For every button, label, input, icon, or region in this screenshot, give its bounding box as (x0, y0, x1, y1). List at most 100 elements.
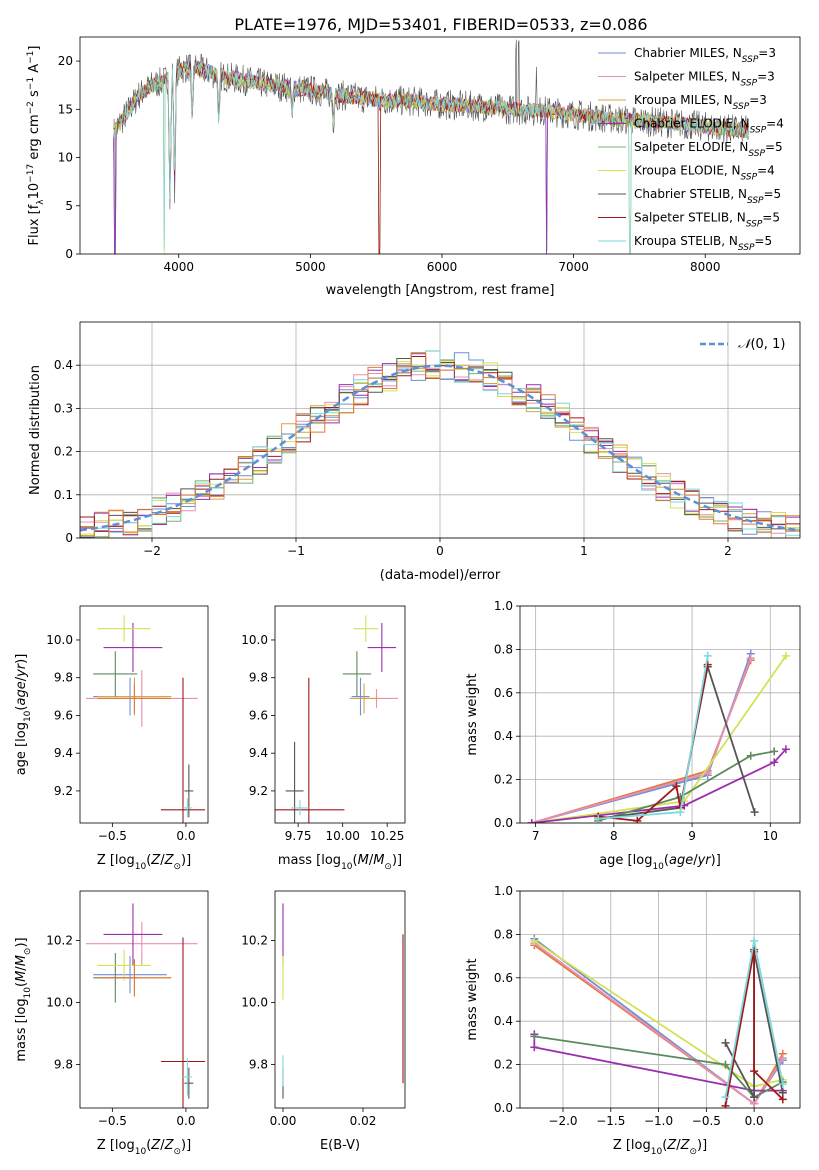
weight_vs_age-series-8 (598, 664, 709, 822)
series-marker (703, 660, 712, 669)
tick-label-y: 9.4 (54, 746, 73, 760)
tick-label-x: −1 (287, 544, 305, 558)
mass_vs_Z-point-7 (184, 1067, 194, 1099)
tick-label-y: 20 (58, 54, 73, 68)
normal-curve (80, 364, 800, 532)
tick-label-x: 0.0 (176, 829, 195, 843)
mass_vs_Z-point-2 (85, 922, 198, 966)
legend-label-1: Chabrier MILES, NSSP=3 (634, 46, 776, 65)
mass_vs_Z-ylabel: mass [log10(M/M⊙)] (14, 937, 33, 1061)
tick-label-x: 10 (763, 829, 778, 843)
age_vs_Z-point-6 (97, 615, 151, 642)
age_vs_Z-point-10 (97, 683, 172, 714)
legend-label-7: Chabrier STELIB, NSSP=5 (634, 187, 781, 206)
tick-label-x: 7 (532, 829, 540, 843)
tick-label-x: −2 (143, 544, 161, 558)
tick-label-x: −0.5 (98, 829, 127, 843)
tick-label-x: 10.00 (325, 829, 359, 843)
series-marker (676, 808, 685, 817)
weight_vs_Z-xlabel: Z [log10(Z/Z⊙)] (613, 1138, 707, 1157)
tick-label-x: 6000 (427, 260, 458, 274)
series-marker (746, 654, 755, 663)
age_vs_mass-point-5 (342, 651, 372, 697)
series-marker (703, 769, 712, 778)
mass_vs_Z-point-9 (182, 1058, 192, 1096)
tick-label-x: −1.5 (596, 1114, 625, 1128)
mass_vs_Z-point-8 (160, 937, 206, 1108)
tick-label-y: 0.6 (494, 971, 513, 985)
weight_vs_age-series-5 (531, 748, 787, 823)
age_vs_mass-frame (274, 605, 406, 824)
tick-label-x: 8000 (690, 260, 721, 274)
mass_vs_Z-point-4 (103, 903, 163, 966)
tick-label-x: 2 (724, 544, 732, 558)
tick-label-y: 10 (58, 151, 73, 165)
tick-label-y: 9.6 (249, 708, 268, 722)
weight_vs_Z-frame (519, 890, 801, 1109)
series-marker (770, 758, 779, 767)
series-marker (703, 651, 712, 660)
tick-label-y: 0 (65, 247, 73, 261)
tick-label-y: 5 (65, 199, 73, 213)
tick-label-x: 10.25 (370, 829, 404, 843)
tick-label-x: −1.0 (644, 1114, 673, 1128)
weight_vs_Z-series-6 (534, 1035, 784, 1099)
series-marker (750, 936, 759, 945)
mass_vs_Z-point-10 (97, 959, 172, 997)
series-marker (530, 1032, 539, 1041)
tick-label-y: 9.4 (249, 746, 268, 760)
tick-label-x: 0.00 (270, 1114, 297, 1128)
series-marker (781, 651, 790, 660)
tick-label-y: 10.0 (46, 633, 73, 647)
series-marker (781, 745, 790, 754)
legend-label-8: Salpeter STELIB, NSSP=5 (634, 211, 780, 230)
series-marker (594, 814, 603, 823)
spectrum-series-9 (113, 60, 749, 254)
weight_vs_age-series-9 (598, 655, 709, 820)
tick-label-y: 9.8 (249, 1058, 268, 1072)
histogram-series-10 (80, 352, 800, 538)
tick-label-x: 9.75 (285, 829, 312, 843)
tick-label-y: 0.0 (494, 816, 513, 830)
age_vs_Z-point-5 (93, 651, 138, 697)
spectrum-series-2 (113, 61, 749, 254)
age_vs_Z-frame (79, 605, 209, 824)
age_vs_mass-xlabel: mass [log10(M/M⊙)] (278, 853, 402, 872)
tick-label-x: −0.5 (692, 1114, 721, 1128)
tick-label-x: 7000 (558, 260, 589, 274)
residuals-frame (79, 321, 801, 539)
tick-label-y: 1.0 (494, 599, 513, 613)
spectrum-series-6 (113, 60, 749, 254)
tick-label-x: 4000 (163, 260, 194, 274)
weight_vs_age-series-6 (597, 750, 775, 822)
legend-label-5: Salpeter ELODIE, NSSP=5 (634, 140, 783, 159)
age_vs_mass-point-1 (351, 677, 370, 716)
tick-label-y: 0.4 (494, 729, 513, 743)
series-marker (633, 816, 642, 823)
residuals-ylabel: Normed distribution (28, 365, 43, 495)
age_vs_mass-point-6 (353, 615, 379, 642)
series-marker (530, 936, 539, 945)
tick-label-y: 9.6 (54, 708, 73, 722)
tick-label-y: 10.2 (46, 934, 73, 948)
tick-label-y: 15 (58, 102, 73, 116)
residuals-xlabel: (data-model)/error (380, 568, 501, 583)
tick-label-y: 0.2 (494, 773, 513, 787)
series-marker (750, 945, 759, 954)
tick-label-x: 8 (610, 829, 618, 843)
tick-label-y: 0.2 (494, 1058, 513, 1072)
tick-label-y: 10.0 (46, 996, 73, 1010)
spectrum-series-8 (113, 59, 749, 254)
age_vs_mass-point-9 (291, 800, 309, 816)
spectrum-axes: 4000 5000 6000 7000 8000 0 5 10 15 20 (58, 54, 721, 274)
age_vs_mass-point-8 (275, 677, 345, 823)
age_vs_mass-axes: 9.75 10.00 10.25 9.2 9.4 9.6 9.8 10.0 (241, 633, 404, 843)
weight_vs_age-series-4 (531, 655, 787, 823)
age_vs_Z-ylabel: age [log10(age/yr)] (14, 654, 33, 776)
tick-label-y: 0.8 (494, 927, 513, 941)
spectrum-xlabel: wavelength [Angstrom, rest frame] (326, 283, 555, 298)
spectrum-ylabel: Flux [fλ10−17 erg cm−2 s−1 A−1] (26, 46, 46, 246)
spectrum-series-5 (113, 60, 749, 254)
tick-label-y: 0.4 (54, 358, 73, 372)
series-marker (778, 1095, 787, 1104)
